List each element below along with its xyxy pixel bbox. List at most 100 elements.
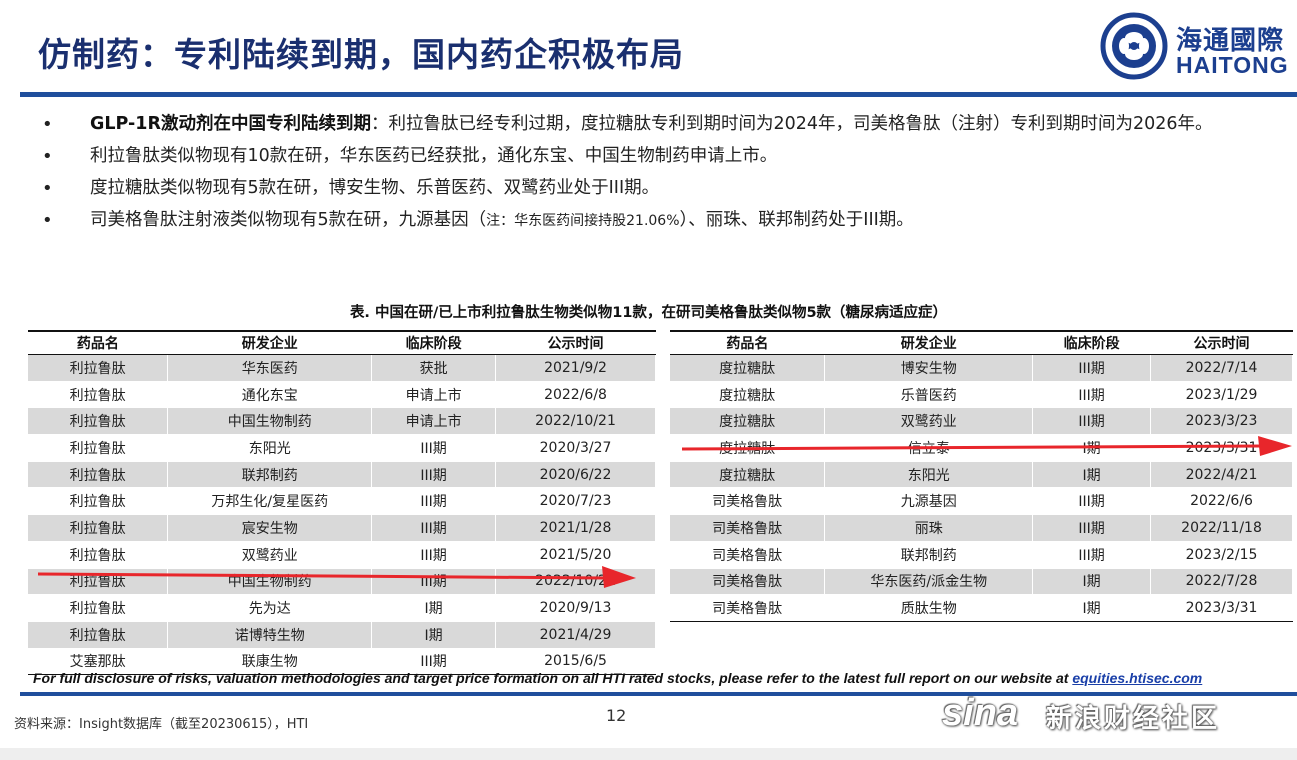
date-cell: 2022/7/14 (1150, 354, 1293, 382)
drug-name-cell: 司美格鲁肽 (670, 594, 826, 622)
date-cell: 2021/1/28 (495, 514, 656, 542)
table-row: 利拉鲁肽 中国生物制药 申请上市 2022/10/21 (28, 407, 656, 436)
stage-cell: III期 (371, 541, 497, 569)
table-header-row: 药品名 研发企业 临床阶段 公示时间 (28, 330, 656, 355)
drug-name-cell: 利拉鲁肽 (28, 541, 169, 569)
table-row: 利拉鲁肽 万邦生化/复星医药 III期 2020/7/23 (28, 487, 656, 516)
stage-cell: III期 (371, 648, 497, 676)
page-number: 12 (606, 706, 627, 725)
drug-name-cell: 利拉鲁肽 (28, 487, 169, 516)
stage-cell: III期 (1032, 487, 1152, 516)
drug-name-cell: 利拉鲁肽 (28, 514, 169, 542)
column-header: 研发企业 (824, 330, 1033, 355)
table-row: 利拉鲁肽 华东医药 获批 2021/9/2 (28, 354, 656, 382)
company-cell: 东阳光 (167, 434, 373, 462)
table-caption: 表. 中国在研/已上市利拉鲁肽生物类似物11款，在研司美格鲁肽类似物5款（糖尿病… (349, 305, 948, 321)
date-cell: 2022/10/21 (495, 407, 656, 436)
stage-cell: III期 (371, 461, 497, 489)
table-row: 艾塞那肽 联康生物 III期 2015/6/5 (28, 648, 656, 676)
stage-cell: III期 (371, 487, 497, 516)
company-cell: 华东医药/派金生物 (824, 568, 1034, 596)
date-cell: 2022/4/21 (1150, 461, 1293, 489)
website-link[interactable]: equities.htisec.com (1072, 670, 1203, 686)
table-row: 司美格鲁肽 华东医药/派金生物 I期 2022/7/28 (670, 568, 1293, 596)
bullet-dot: • (42, 114, 53, 135)
date-cell: 2022/11/18 (1150, 514, 1293, 542)
table-row: 司美格鲁肽 丽珠 III期 2022/11/18 (670, 514, 1293, 542)
table-row: 利拉鲁肽 通化东宝 申请上市 2022/6/8 (28, 381, 656, 409)
date-cell: 2022/6/8 (495, 381, 656, 409)
table-row: 度拉糖肽 乐普医药 III期 2023/1/29 (670, 381, 1293, 409)
date-cell: 2023/2/15 (1150, 541, 1293, 569)
table-row: 度拉糖肽 博安生物 III期 2022/7/14 (670, 354, 1293, 382)
date-cell: 2021/4/29 (495, 621, 656, 649)
stage-cell: 获批 (371, 354, 497, 382)
bullet-text: 司美格鲁肽注射液类似物现有5款在研，九源基因（ (90, 210, 487, 230)
right-table-body: 度拉糖肽 博安生物 III期 2022/7/14 度拉糖肽 乐普医药 III期 2023/1/… (670, 354, 1293, 622)
disclaimer-body: For full disclosure of risks, valuation … (33, 670, 1073, 686)
drug-name-cell: 利拉鲁肽 (28, 354, 169, 382)
company-cell: 诺博特生物 (167, 621, 373, 649)
stage-cell: III期 (1032, 407, 1152, 436)
logo-chinese-text: 海通國際 (1176, 26, 1285, 56)
drug-name-cell: 度拉糖肽 (670, 354, 826, 382)
table-row: 度拉糖肽 信立泰 I期 2023/3/31 (670, 434, 1293, 462)
drug-name-cell: 度拉糖肽 (670, 434, 826, 462)
company-cell: 中国生物制药 (167, 568, 373, 596)
drug-name-cell: 度拉糖肽 (670, 407, 826, 436)
column-header: 临床阶段 (371, 330, 496, 355)
company-cell: 先为达 (167, 594, 373, 622)
table-row: 利拉鲁肽 东阳光 III期 2020/3/27 (28, 434, 656, 462)
drug-name-cell: 利拉鲁肽 (28, 434, 169, 462)
drug-name-cell: 艾塞那肽 (28, 648, 169, 676)
stage-cell: III期 (1032, 381, 1152, 409)
haitong-logo: 海通國際 HAITONG (1100, 12, 1296, 84)
table-row: 司美格鲁肽 联邦制药 III期 2023/2/15 (670, 541, 1293, 569)
stage-cell: III期 (371, 568, 497, 596)
column-header: 公示时间 (1150, 330, 1293, 355)
company-cell: 质肽生物 (824, 594, 1034, 622)
drug-name-cell: 度拉糖肽 (670, 381, 826, 409)
date-cell: 2020/3/27 (495, 434, 656, 462)
stage-cell: III期 (371, 514, 497, 542)
column-header: 研发企业 (167, 330, 372, 355)
company-cell: 信立泰 (824, 434, 1034, 462)
haitong-emblem-icon (1100, 12, 1168, 80)
bullet-item: • 司美格鲁肽注射液类似物现有5款在研，九源基因（注：华东医药间接持股21.06… (42, 206, 1277, 236)
bullet-text: ：利拉鲁肽已经专利过期，度拉糖肽专利到期时间为2024年，司美格鲁肽（注射）专利… (370, 114, 1213, 134)
company-cell: 联邦制药 (824, 541, 1034, 569)
stage-cell: I期 (371, 621, 497, 649)
bullet-item: • GLP-1R激动剂在中国专利陆续到期：利拉鲁肽已经专利过期，度拉糖肽专利到期… (42, 110, 1277, 139)
bullet-note: 注：华东医药间接持股21.06% (486, 213, 680, 229)
company-cell: 宸安生物 (167, 514, 373, 542)
company-cell: 中国生物制药 (167, 407, 373, 436)
table-row: 利拉鲁肽 联邦制药 III期 2020/6/22 (28, 461, 656, 489)
table-row: 度拉糖肽 东阳光 I期 2022/4/21 (670, 461, 1293, 489)
date-cell: 2021/9/2 (495, 354, 656, 382)
date-cell: 2023/1/29 (1150, 381, 1293, 409)
company-cell: 双鹭药业 (167, 541, 373, 569)
stage-cell: I期 (1032, 594, 1152, 622)
bullet-dot: • (42, 210, 53, 231)
bottom-band (0, 748, 1297, 760)
table-row: 利拉鲁肽 双鹭药业 III期 2021/5/20 (28, 541, 656, 569)
table-row: 利拉鲁肽 先为达 I期 2020/9/13 (28, 594, 656, 622)
header-divider (20, 92, 1297, 97)
drug-name-cell: 利拉鲁肽 (28, 407, 169, 436)
drug-name-cell: 司美格鲁肽 (670, 568, 826, 596)
column-header: 临床阶段 (1032, 330, 1151, 355)
date-cell: 2023/3/31 (1150, 594, 1293, 622)
date-cell: 2023/3/23 (1150, 407, 1293, 436)
source-note: 资料来源：Insight数据库（截至20230615），HTI (14, 717, 309, 732)
stage-cell: III期 (1032, 514, 1152, 542)
logo-english-text: HAITONG (1176, 52, 1289, 78)
bullet-text: ）、丽珠、联邦制药处于III期。 (679, 210, 914, 230)
drug-name-cell: 利拉鲁肽 (28, 568, 169, 596)
watermark-text: 新浪财经社区 (1046, 704, 1221, 734)
right-data-table: 药品名 研发企业 临床阶段 公示时间 度拉糖肽 博安生物 III期 2022/7/14… (670, 330, 1293, 622)
date-cell: 2015/6/5 (495, 648, 656, 676)
company-cell: 乐普医药 (824, 381, 1034, 409)
table-row: 司美格鲁肽 质肽生物 I期 2023/3/31 (670, 594, 1293, 622)
stage-cell: III期 (1032, 541, 1152, 569)
column-header: 公示时间 (495, 330, 656, 355)
